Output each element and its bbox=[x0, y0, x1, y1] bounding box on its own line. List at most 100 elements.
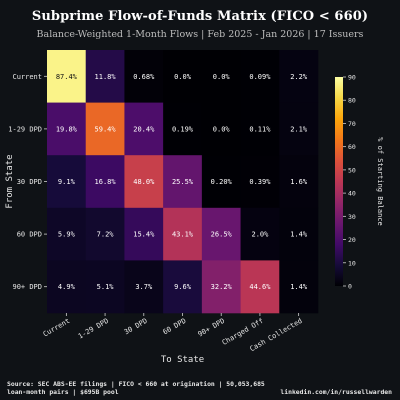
heatmap-cell bbox=[240, 155, 280, 209]
heatmap-cell bbox=[279, 155, 319, 209]
cell-label: 87.4% bbox=[56, 73, 78, 81]
cell-label: 0.0% bbox=[213, 73, 231, 81]
x-axis-label: To State bbox=[161, 355, 204, 365]
x-tick-label: Current bbox=[42, 317, 72, 339]
heatmap-cell bbox=[201, 102, 241, 156]
heatmap-cell bbox=[240, 50, 280, 103]
colorbar-tick-label: 10 bbox=[348, 259, 356, 267]
cell-label: 9.1% bbox=[58, 178, 76, 186]
heatmap-cell bbox=[47, 102, 87, 156]
cell-label: 0.39% bbox=[249, 178, 271, 186]
x-tick-label: 1-29 DPD bbox=[77, 317, 110, 341]
source-line-1: Source: SEC ABS-EE filings | FICO < 660 … bbox=[7, 380, 265, 388]
cell-label: 2.2% bbox=[290, 73, 308, 81]
heatmap-cell bbox=[124, 102, 164, 156]
y-tick-label: 1-29 DPD bbox=[8, 125, 42, 133]
heatmap-cell bbox=[47, 260, 87, 314]
cell-label: 3.7% bbox=[135, 283, 153, 291]
chart-subtitle: Balance-Weighted 1-Month Flows | Feb 202… bbox=[36, 29, 364, 40]
credit-link[interactable]: linkedin.com/in/russellwarden bbox=[280, 388, 392, 396]
colorbar-tick-label: 60 bbox=[348, 143, 356, 151]
cell-label: 2.1% bbox=[290, 125, 308, 133]
colorbar-label: % of Starting Balance bbox=[376, 137, 384, 226]
cell-label: 15.4% bbox=[133, 231, 155, 239]
heatmap-cell bbox=[163, 260, 203, 314]
heatmap-cell bbox=[201, 155, 241, 209]
cell-label: 1.4% bbox=[290, 231, 308, 239]
cell-label: 1.6% bbox=[290, 178, 308, 186]
heatmap-cell bbox=[240, 102, 280, 156]
heatmap-cell bbox=[124, 207, 164, 261]
y-tick-label: Current bbox=[12, 73, 42, 81]
heatmap-cell bbox=[163, 102, 203, 156]
colorbar-tick-label: 90 bbox=[348, 74, 356, 82]
chart-title: Subprime Flow-of-Funds Matrix (FICO < 66… bbox=[31, 9, 369, 24]
colorbar bbox=[335, 77, 343, 286]
x-tick-label: 30 DPD bbox=[123, 317, 149, 337]
heatmap-cell bbox=[85, 207, 125, 261]
cell-label: 48.0% bbox=[133, 178, 155, 186]
cell-label: 7.2% bbox=[97, 231, 115, 239]
cell-label: 16.8% bbox=[95, 178, 117, 186]
colorbar-tick-label: 40 bbox=[348, 190, 356, 198]
heatmap-cell bbox=[124, 155, 164, 209]
cell-label: 44.6% bbox=[249, 283, 271, 291]
heatmap-cell bbox=[240, 260, 280, 314]
colorbar-tick-label: 80 bbox=[348, 97, 356, 105]
cell-label: 20.4% bbox=[133, 125, 155, 133]
cell-label: 32.2% bbox=[211, 283, 233, 291]
heatmap-cell bbox=[240, 207, 280, 261]
colorbar-tick-label: 20 bbox=[348, 236, 356, 244]
heatmap-cell bbox=[279, 207, 319, 261]
heatmap-cell bbox=[85, 260, 125, 314]
cell-label: 0.09% bbox=[249, 73, 271, 81]
cell-label: 26.5% bbox=[211, 231, 233, 239]
colorbar-tick-label: 70 bbox=[348, 120, 356, 128]
heatmap-cell bbox=[47, 155, 87, 209]
source-line-2: loan-month pairs | $695B pool bbox=[7, 388, 119, 396]
heatmap-cell bbox=[124, 260, 164, 314]
cell-label: 5.1% bbox=[97, 283, 115, 291]
cell-label: 11.8% bbox=[95, 73, 117, 81]
heatmap-cell bbox=[47, 207, 87, 261]
cell-label: 9.6% bbox=[174, 283, 192, 291]
cell-label: 25.5% bbox=[172, 178, 194, 186]
heatmap-cell bbox=[124, 50, 164, 103]
cell-label: 19.8% bbox=[56, 125, 78, 133]
heatmap-cell bbox=[163, 155, 203, 209]
cell-label: 1.4% bbox=[290, 283, 308, 291]
heatmap-cell bbox=[201, 50, 241, 103]
heatmap-cell bbox=[163, 207, 203, 261]
cell-label: 0.0% bbox=[213, 125, 231, 133]
heatmap-cell bbox=[279, 260, 319, 314]
cell-label: 0.19% bbox=[172, 125, 194, 133]
cell-label: 0.20% bbox=[211, 178, 233, 186]
heatmap-cell bbox=[163, 50, 203, 103]
colorbar-tick-label: 30 bbox=[348, 213, 356, 221]
heatmap-cell bbox=[201, 207, 241, 261]
cell-label: 0.0% bbox=[174, 73, 192, 81]
heatmap-cell bbox=[85, 102, 125, 156]
x-tick-label: 90+ DPD bbox=[197, 317, 227, 339]
y-tick-label: 90+ DPD bbox=[12, 283, 42, 291]
cell-label: 59.4% bbox=[95, 125, 117, 133]
cell-label: 0.11% bbox=[249, 125, 271, 133]
heatmap-cell bbox=[279, 50, 319, 103]
heatmap-cell bbox=[201, 260, 241, 314]
heatmap-cell bbox=[279, 102, 319, 156]
x-tick-label: 60 DPD bbox=[162, 317, 188, 337]
cell-label: 0.68% bbox=[133, 73, 155, 81]
cell-label: 5.9% bbox=[58, 231, 76, 239]
colorbar-tick-label: 50 bbox=[348, 166, 356, 174]
y-tick-label: 30 DPD bbox=[17, 178, 42, 186]
y-axis-label: From State bbox=[5, 154, 15, 208]
colorbar-tick-label: 0 bbox=[348, 283, 352, 291]
cell-label: 4.9% bbox=[58, 283, 76, 291]
heatmap-cell bbox=[85, 155, 125, 209]
y-tick-label: 60 DPD bbox=[17, 231, 42, 239]
heatmap-cell bbox=[47, 50, 87, 103]
cell-label: 43.1% bbox=[172, 231, 194, 239]
cell-label: 2.0% bbox=[251, 231, 269, 239]
source-note: Source: SEC ABS-EE filings | FICO < 660 … bbox=[7, 380, 265, 396]
